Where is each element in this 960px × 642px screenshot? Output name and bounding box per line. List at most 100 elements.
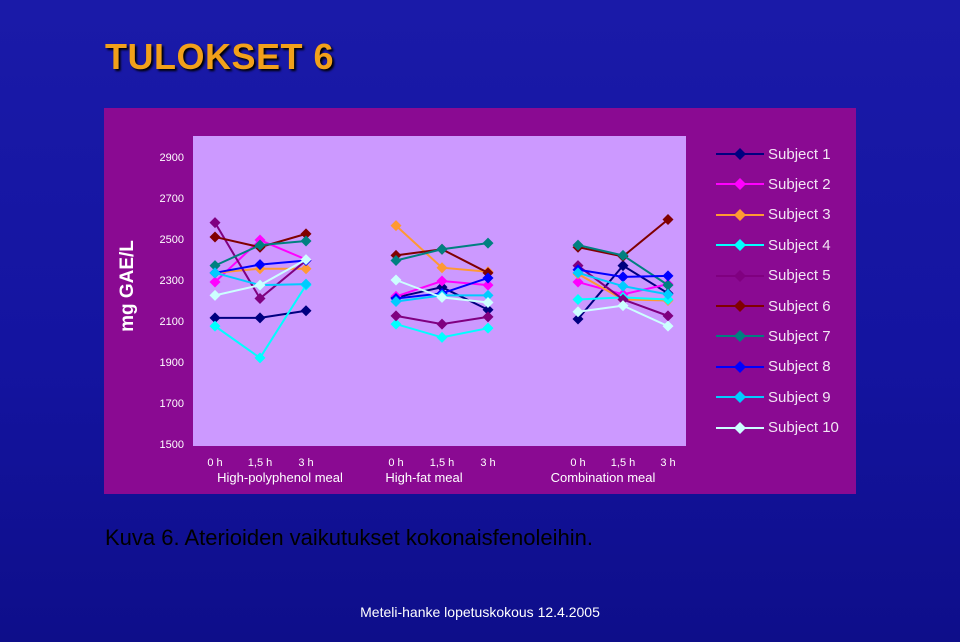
legend-label: Subject 5: [768, 267, 831, 285]
legend-item: Subject 2: [708, 169, 852, 199]
x-tick-label: 3 h: [660, 457, 675, 469]
legend-item: Subject 10: [708, 413, 852, 443]
legend-item: Subject 7: [708, 321, 852, 351]
data-point: [436, 262, 448, 274]
data-point: [254, 239, 266, 251]
series-7: [209, 235, 674, 291]
series-layer: [209, 214, 674, 364]
data-point: [254, 259, 266, 271]
y-tick-label: 2900: [160, 152, 184, 164]
data-point: [209, 276, 221, 288]
data-point: [662, 310, 674, 322]
legend: Subject 1 Subject 2 Subject 3 Subject 4 Subj…: [708, 137, 852, 441]
legend-swatch: [716, 421, 764, 434]
data-point: [572, 306, 584, 318]
data-point: [209, 260, 221, 272]
legend-swatch: [716, 239, 764, 252]
data-point: [390, 255, 402, 267]
data-point: [436, 318, 448, 330]
data-point: [209, 231, 221, 243]
data-point: [662, 279, 674, 291]
legend-label: Subject 6: [768, 297, 831, 315]
data-point: [617, 293, 629, 305]
y-tick-label: 2300: [160, 275, 184, 287]
data-point: [209, 312, 221, 324]
data-point: [254, 312, 266, 324]
x-group-label: High-fat meal: [385, 470, 462, 485]
legend-item: Subject 3: [708, 200, 852, 230]
data-point: [572, 276, 584, 288]
legend-label: Subject 2: [768, 175, 831, 193]
data-point: [390, 274, 402, 286]
legend-swatch: [716, 208, 764, 221]
data-point: [662, 320, 674, 332]
y-tick-label: 2500: [160, 234, 184, 246]
data-point: [254, 279, 266, 291]
legend-swatch: [716, 300, 764, 312]
legend-swatch: [716, 360, 764, 373]
y-tick-label: 1500: [160, 439, 184, 451]
legend-label: Subject 1: [768, 145, 831, 163]
legend-label: Subject 4: [768, 236, 831, 254]
data-point: [617, 249, 629, 261]
x-tick-label: 0 h: [570, 457, 585, 469]
figure-caption: Kuva 6. Aterioiden vaikutukset kokonaisf…: [105, 525, 593, 550]
x-tick-label: 1,5 h: [248, 457, 272, 469]
data-point: [572, 239, 584, 251]
legend-item: Subject 9: [708, 382, 852, 412]
legend-label: Subject 3: [768, 206, 831, 224]
data-point: [300, 278, 312, 290]
data-point: [436, 331, 448, 343]
data-point: [617, 300, 629, 312]
y-tick-label: 2100: [160, 316, 184, 328]
data-point: [300, 228, 312, 240]
data-point: [300, 235, 312, 247]
legend-item: Subject 8: [708, 352, 852, 382]
x-tick-label: 0 h: [207, 457, 222, 469]
data-point: [390, 318, 402, 330]
legend-swatch: [716, 269, 764, 282]
data-point: [662, 288, 674, 300]
data-point: [300, 254, 312, 265]
data-point: [390, 296, 402, 308]
data-point: [482, 304, 494, 316]
data-point: [572, 293, 584, 305]
legend-label: Subject 8: [768, 358, 831, 376]
data-point: [436, 291, 448, 303]
data-point: [482, 297, 494, 309]
legend-label: Subject 10: [768, 419, 839, 437]
data-point: [209, 289, 221, 301]
data-point: [482, 237, 494, 249]
data-point: [300, 305, 312, 317]
x-tick-label: 0 h: [388, 457, 403, 469]
data-point: [390, 220, 402, 232]
legend-swatch: [716, 148, 764, 160]
data-point: [617, 260, 629, 272]
data-point: [482, 279, 494, 291]
y-tick-labels: 1500 1700 1900 2100 2300 2500 2700 2900: [160, 152, 184, 451]
data-point: [482, 289, 494, 301]
x-tick-label: 1,5 h: [430, 457, 454, 469]
legend-item: Subject 5: [708, 261, 852, 291]
data-point: [436, 281, 448, 293]
y-tick-label: 1700: [160, 398, 184, 410]
legend-swatch: [716, 178, 764, 191]
footer-text: Meteli-hanke lopetuskokous 12.4.2005: [360, 604, 600, 620]
legend-item: Subject 6: [708, 291, 852, 321]
data-point: [209, 267, 221, 279]
legend-label: Subject 9: [768, 388, 831, 406]
data-point: [390, 310, 402, 322]
data-point: [436, 243, 448, 255]
data-point: [254, 292, 266, 304]
y-axis-label: mg GAE/L: [117, 240, 138, 332]
slide-title: TULOKSET 6: [105, 36, 335, 77]
data-point: [482, 272, 494, 284]
x-tick-label: 3 h: [480, 457, 495, 469]
data-point: [617, 271, 629, 283]
x-group-label: Combination meal: [551, 470, 656, 485]
series-10: [209, 254, 674, 332]
data-point: [482, 322, 494, 334]
data-point: [254, 352, 266, 364]
data-point: [209, 320, 221, 332]
